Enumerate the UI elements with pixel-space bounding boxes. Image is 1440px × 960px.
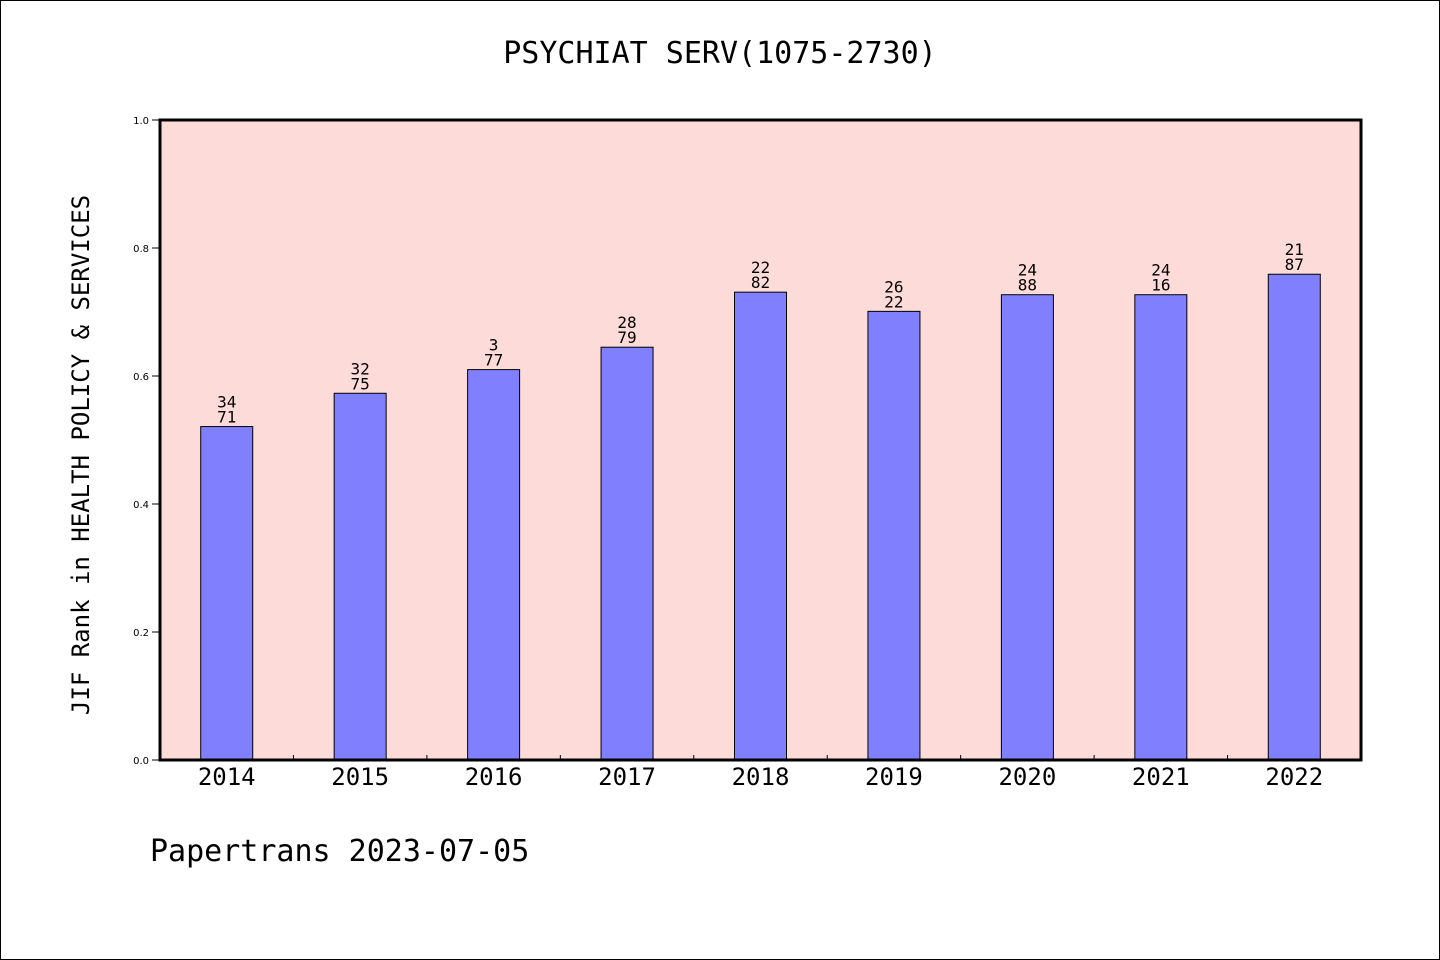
bar-label-total: 71 bbox=[217, 408, 236, 427]
chart-title: PSYCHIAT SERV(1075-2730) bbox=[503, 36, 937, 71]
x-tick-label: 2017 bbox=[598, 763, 656, 791]
plot-border bbox=[158, 118, 1363, 762]
y-axis: 0.0 0.2 0.4 0.6 0.8 1.0 bbox=[133, 116, 160, 767]
bar-2019 bbox=[867, 310, 921, 761]
y-tick-label: 1.0 bbox=[133, 116, 149, 127]
bar-label-total: 75 bbox=[351, 374, 370, 393]
bar-2014 bbox=[200, 426, 254, 761]
y-tick-label: 0.2 bbox=[133, 628, 149, 639]
x-tick-label: 2020 bbox=[998, 763, 1056, 791]
bar-label-total: 16 bbox=[1151, 276, 1170, 295]
bar-label-rank: 22 bbox=[751, 258, 770, 277]
x-tick-label: 2016 bbox=[465, 763, 523, 791]
bar-label-total: 82 bbox=[751, 273, 770, 292]
bar-label-total: 88 bbox=[1018, 276, 1037, 295]
bar-label-total: 77 bbox=[484, 351, 503, 370]
bar-label-total: 22 bbox=[884, 292, 903, 311]
bar-label-rank: 34 bbox=[217, 393, 236, 412]
y-tick-label: 0.6 bbox=[133, 372, 149, 383]
bar-label-rank: 26 bbox=[884, 277, 903, 296]
x-tick-label: 2018 bbox=[732, 763, 790, 791]
bar-2021 bbox=[1134, 294, 1188, 761]
bar-label-rank: 24 bbox=[1151, 261, 1170, 280]
x-axis: 2014 2015 2016 2017 2018 2019 2020 2021 2022 bbox=[198, 755, 1323, 791]
x-tick-label: 2022 bbox=[1265, 763, 1323, 791]
bar-2015 bbox=[333, 392, 387, 761]
x-tick-label: 2019 bbox=[865, 763, 923, 791]
bar-2016 bbox=[467, 369, 521, 761]
bar-2017 bbox=[600, 346, 654, 761]
x-tick-label: 2021 bbox=[1132, 763, 1190, 791]
bar-label-rank: 24 bbox=[1018, 261, 1037, 280]
bar-label-rank: 21 bbox=[1285, 240, 1304, 259]
bar-label-total: 79 bbox=[617, 328, 636, 347]
bar-label-rank: 28 bbox=[617, 313, 636, 332]
bar-label-rank: 3 bbox=[489, 336, 499, 355]
bar-2022 bbox=[1267, 273, 1321, 761]
x-tick-label: 2015 bbox=[331, 763, 389, 791]
bar-2020 bbox=[1000, 294, 1054, 761]
y-tick-label: 0.8 bbox=[133, 244, 149, 255]
x-tick-label: 2014 bbox=[198, 763, 256, 791]
y-tick-label: 0.4 bbox=[133, 500, 149, 511]
bar-label-total: 87 bbox=[1285, 255, 1304, 274]
y-tick-label: 0.0 bbox=[133, 756, 149, 767]
bars-group bbox=[200, 273, 1321, 761]
bar-label-rank: 32 bbox=[351, 359, 370, 378]
y-axis-label: JIF Rank in HEALTH POLICY & SERVICES bbox=[67, 195, 95, 715]
bar-2018 bbox=[734, 291, 787, 761]
footer-text: Papertrans 2023-07-05 bbox=[150, 834, 530, 869]
